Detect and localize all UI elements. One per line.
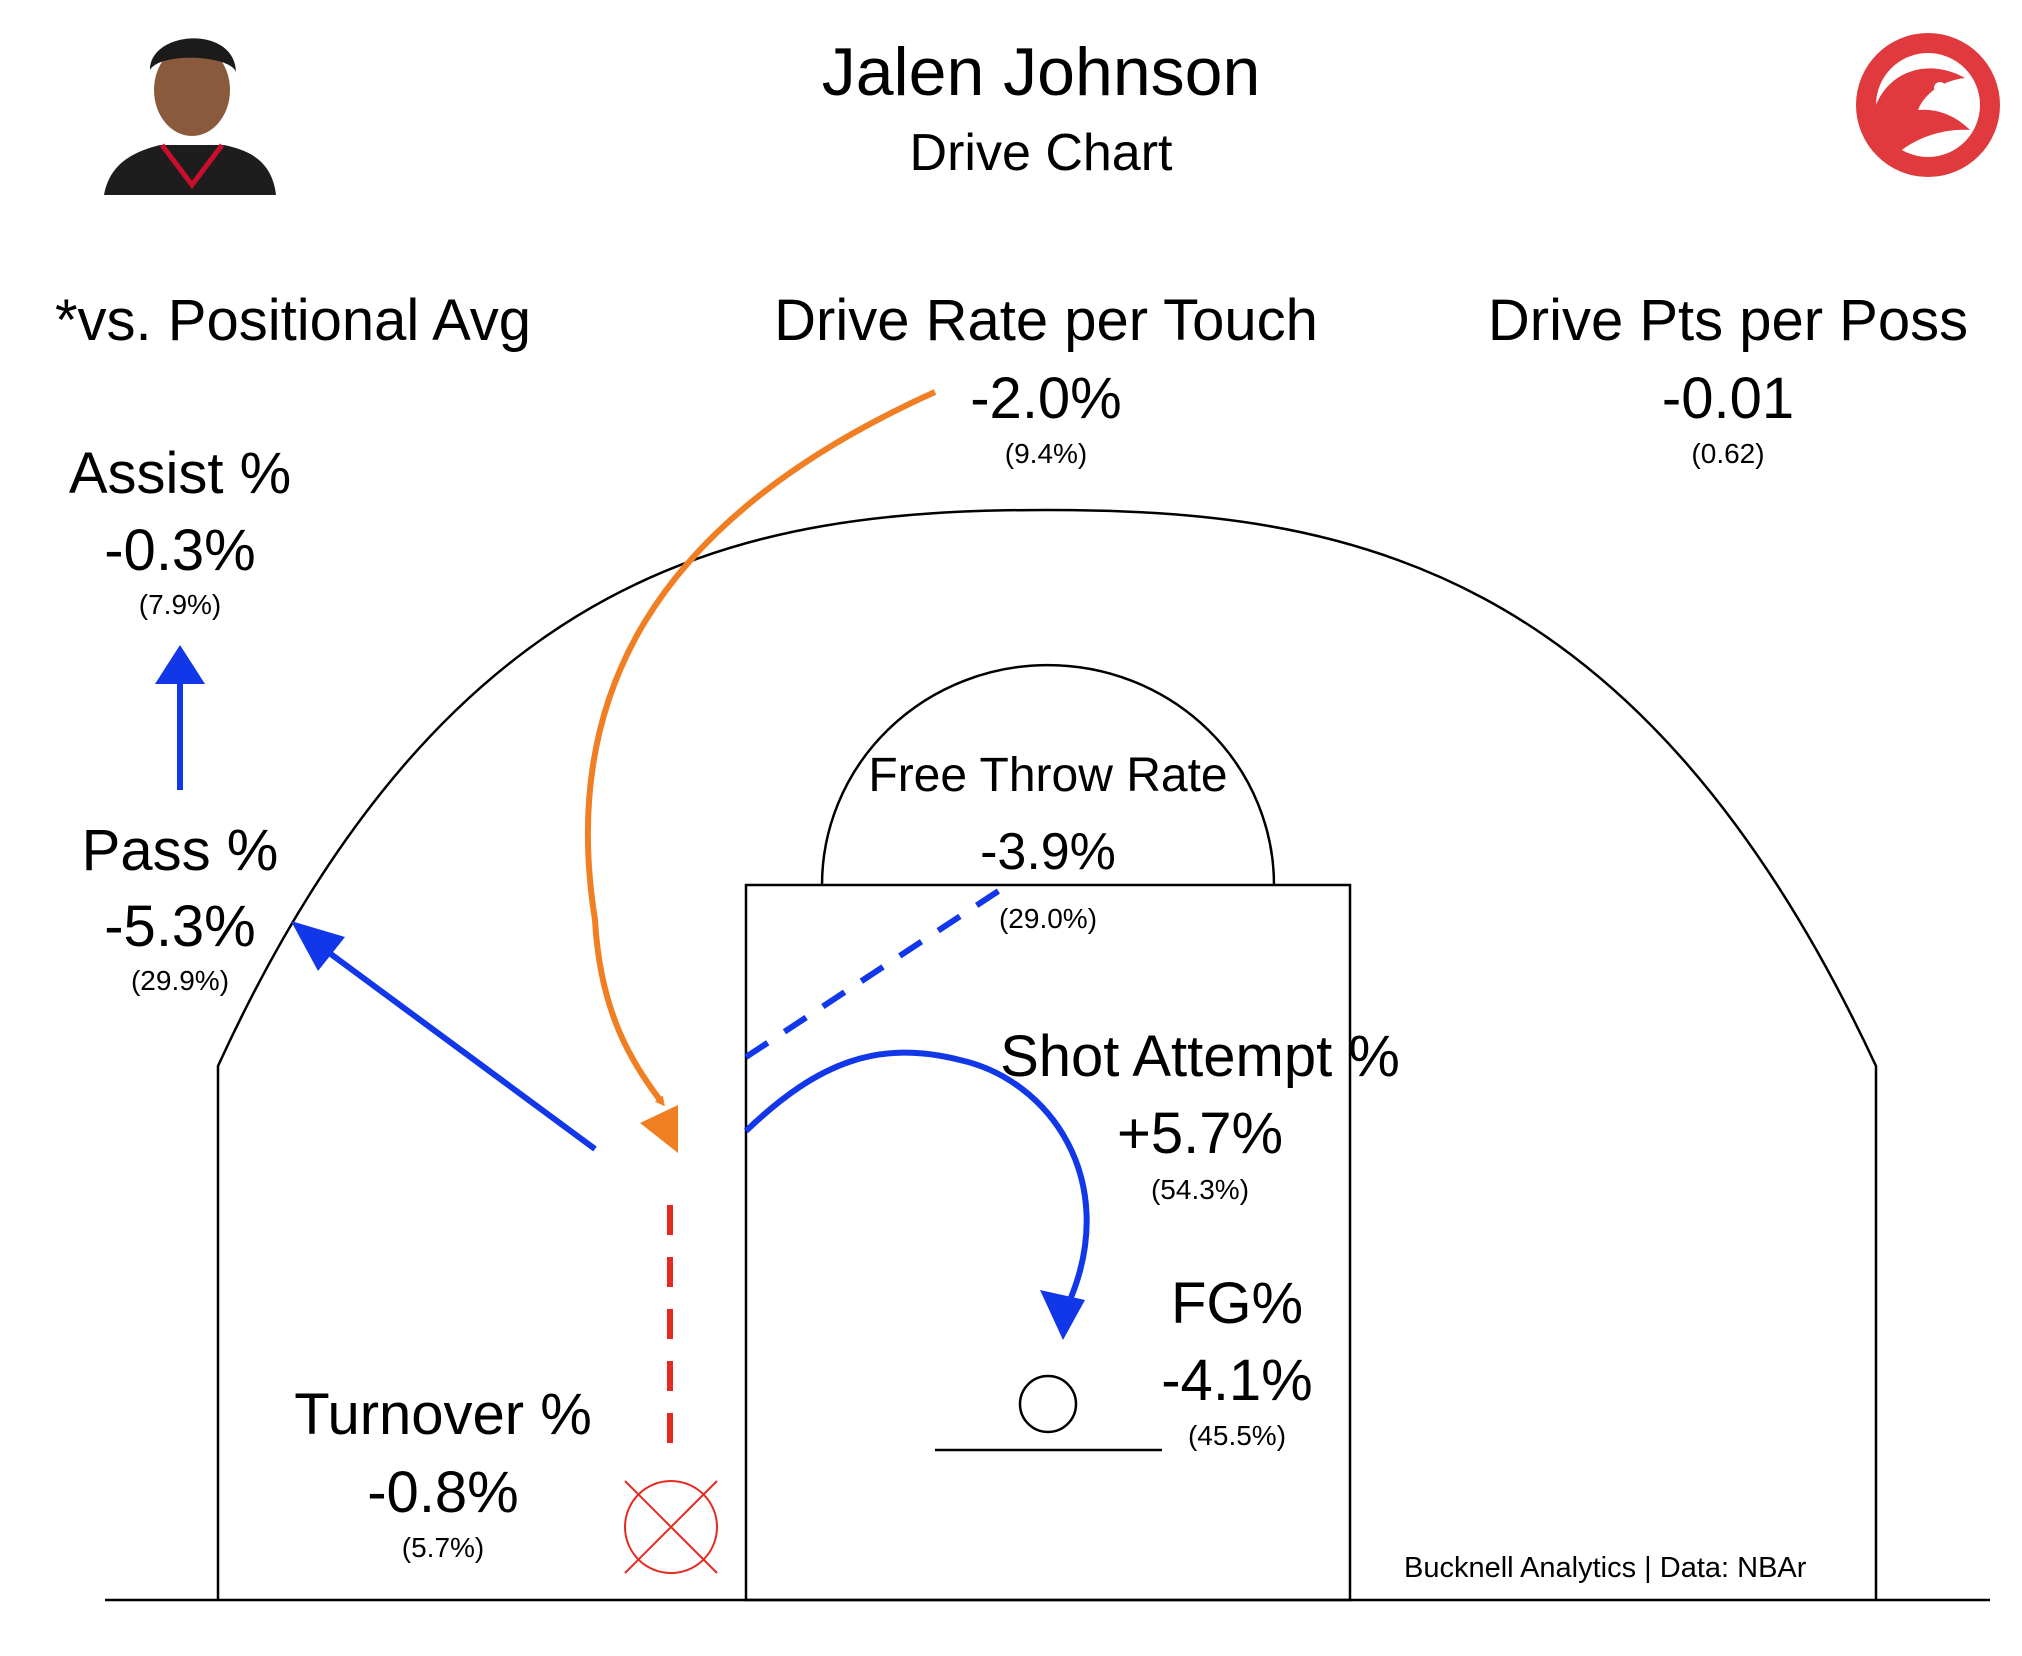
player-name: Jalen Johnson bbox=[821, 34, 1261, 110]
pass-diff: -5.3% bbox=[104, 894, 256, 959]
pass-arrow bbox=[303, 932, 597, 1152]
drive-rate-value: (9.4%) bbox=[1004, 438, 1088, 469]
free-throw-circle bbox=[820, 663, 1276, 886]
shot-attempt-label: Shot Attempt % bbox=[1000, 1024, 1400, 1089]
drive-pts-label: Drive Pts per Poss bbox=[1487, 288, 1969, 353]
data-credit: Bucknell Analytics | Data: NBAr bbox=[1404, 1552, 1807, 1584]
drive-arrowhead bbox=[640, 1105, 678, 1153]
chart-subtitle: Drive Chart bbox=[909, 124, 1173, 182]
drive-rate-diff: -2.0% bbox=[970, 366, 1122, 431]
shot-attempt-diff: +5.7% bbox=[1116, 1101, 1284, 1166]
drive-pts-diff: -0.01 bbox=[1661, 366, 1795, 431]
turnover-icon bbox=[624, 1480, 718, 1574]
assist-label: Assist % bbox=[68, 441, 292, 506]
pass-label: Pass % bbox=[81, 818, 279, 883]
rim bbox=[1018, 1374, 1078, 1434]
shot-attempt-value: (54.3%) bbox=[1150, 1174, 1250, 1205]
pass-arrowhead bbox=[291, 921, 345, 971]
assist-arrowhead bbox=[155, 645, 205, 684]
assist-diff: -0.3% bbox=[104, 518, 256, 583]
positional-avg-note: *vs. Positional Avg bbox=[54, 288, 532, 353]
player-headshot-icon bbox=[104, 20, 276, 195]
drive-pts-value: (0.62) bbox=[1691, 438, 1765, 469]
turnover-diff: -0.8% bbox=[367, 1460, 519, 1525]
free-throw-diff: -3.9% bbox=[980, 823, 1116, 881]
free-throw-label: Free Throw Rate bbox=[868, 749, 1228, 802]
fg-label: FG% bbox=[1170, 1271, 1304, 1336]
paint bbox=[744, 883, 1352, 1602]
assist-value: (7.9%) bbox=[138, 589, 222, 620]
free-throw-value: (29.0%) bbox=[998, 903, 1098, 934]
hawks-logo-icon bbox=[1856, 33, 2000, 177]
shot-attempt-arrow bbox=[743, 1049, 1090, 1302]
fg-diff: -4.1% bbox=[1161, 1348, 1313, 1413]
three-point-line bbox=[216, 508, 1878, 1600]
shot-attempt-arrowhead bbox=[1040, 1290, 1085, 1340]
turnover-value: (5.7%) bbox=[401, 1532, 485, 1563]
pass-value: (29.9%) bbox=[130, 965, 230, 996]
fg-value: (45.5%) bbox=[1187, 1420, 1287, 1451]
drive-rate-label: Drive Rate per Touch bbox=[774, 288, 1318, 353]
turnover-label: Turnover % bbox=[294, 1382, 592, 1447]
free-throw-arrow bbox=[744, 887, 1002, 1060]
drive-arrow bbox=[584, 389, 937, 1107]
